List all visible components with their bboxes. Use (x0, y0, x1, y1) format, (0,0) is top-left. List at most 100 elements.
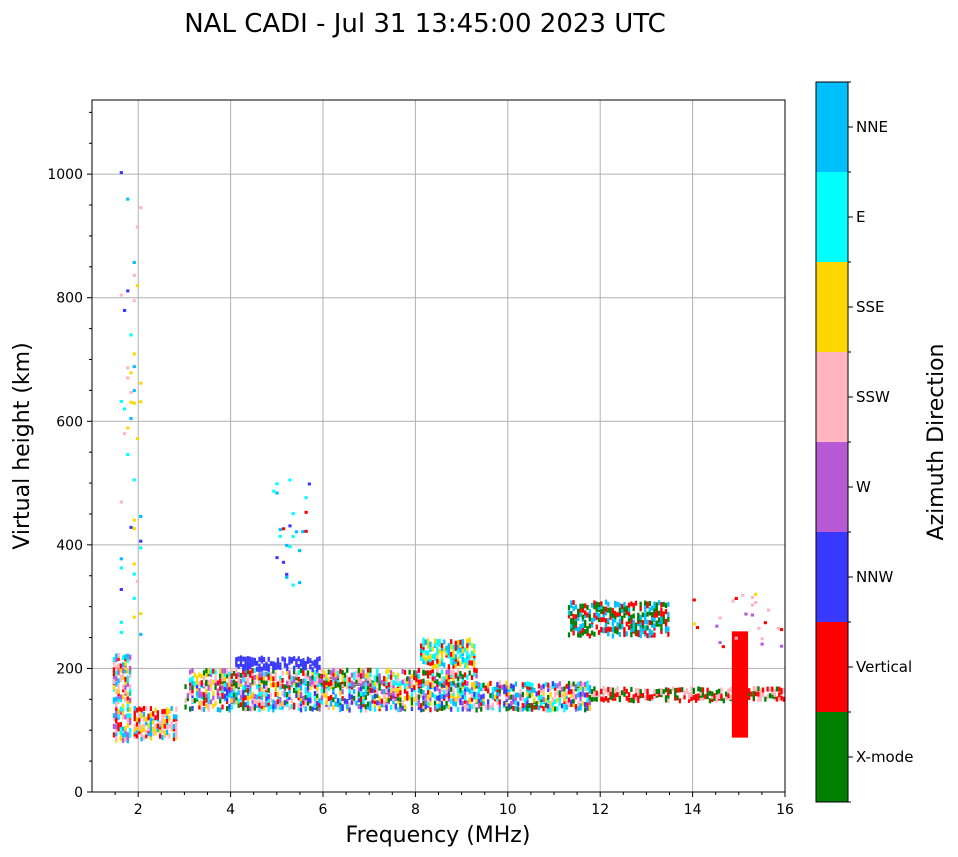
colorbar-label-x-mode: X-mode (856, 748, 913, 766)
data-point (644, 607, 647, 613)
data-point (766, 608, 771, 612)
data-point (503, 689, 506, 695)
data-point (290, 698, 293, 704)
data-point (563, 707, 566, 713)
data-point (154, 727, 157, 733)
data-point (304, 665, 307, 671)
data-point (627, 611, 631, 617)
data-point (579, 703, 582, 709)
data-point (528, 681, 531, 687)
data-point (616, 601, 619, 607)
data-point (139, 381, 143, 385)
data-point (426, 689, 430, 695)
data-point (491, 691, 494, 697)
data-point (660, 626, 663, 632)
data-point (558, 681, 561, 687)
data-point (329, 694, 333, 700)
data-point (764, 696, 767, 702)
data-point (533, 687, 536, 693)
data-point (570, 617, 573, 623)
data-point (124, 680, 127, 686)
data-point (281, 560, 286, 564)
data-point (406, 691, 409, 697)
data-point (579, 603, 582, 609)
data-point (320, 687, 323, 693)
data-point (694, 697, 698, 703)
data-point (392, 686, 395, 692)
data-point (528, 693, 531, 699)
data-point (637, 630, 640, 636)
colorbar-label-vertical: Vertical (856, 658, 912, 676)
data-point (122, 703, 125, 709)
data-point (235, 673, 238, 679)
data-point (128, 669, 132, 675)
data-point (431, 667, 434, 673)
data-point (244, 702, 247, 708)
data-point (429, 657, 432, 663)
data-point (152, 713, 155, 719)
data-point (475, 668, 478, 674)
data-point (276, 699, 280, 705)
data-point (588, 633, 591, 639)
data-point (140, 736, 143, 742)
data-point (348, 707, 351, 713)
data-point (593, 689, 596, 695)
data-point (734, 596, 738, 600)
data-point (623, 691, 626, 697)
data-point (216, 693, 220, 699)
data-point (590, 689, 594, 695)
data-point (138, 722, 141, 728)
data-point (456, 649, 460, 655)
y-tick-label: 400 (56, 538, 83, 554)
data-point (346, 699, 349, 705)
data-point (526, 699, 529, 705)
data-point (332, 668, 335, 674)
data-point (461, 677, 464, 683)
data-point (214, 677, 217, 683)
data-point (262, 656, 266, 662)
data-point (664, 625, 668, 631)
data-point (519, 693, 522, 699)
data-point (373, 675, 377, 681)
data-point (620, 618, 624, 624)
data-point (260, 701, 263, 707)
data-point (574, 694, 578, 700)
data-point (420, 707, 423, 713)
data-point (302, 695, 305, 701)
data-point (450, 639, 453, 645)
data-point (242, 664, 245, 670)
data-point (279, 702, 282, 708)
data-point (514, 695, 518, 701)
data-point (450, 644, 453, 650)
data-point (456, 688, 460, 694)
data-point (313, 670, 317, 676)
data-point (235, 662, 238, 668)
data-point (586, 612, 589, 618)
data-point (512, 684, 515, 690)
data-point (119, 724, 123, 730)
data-point (396, 707, 400, 713)
data-point (470, 660, 474, 666)
data-point (466, 663, 469, 669)
data-point (191, 676, 194, 682)
data-point (438, 696, 441, 702)
data-point (611, 608, 615, 614)
data-point (297, 688, 300, 694)
data-point (408, 676, 411, 682)
data-point (415, 694, 418, 700)
data-point (752, 690, 755, 696)
data-point (406, 676, 409, 682)
data-point (487, 682, 490, 688)
data-point (408, 683, 411, 689)
data-point (505, 694, 508, 700)
data-point (611, 612, 615, 618)
data-point (593, 631, 596, 637)
data-point (450, 686, 453, 692)
data-point (565, 691, 568, 697)
data-point (646, 695, 649, 701)
data-point (265, 696, 268, 702)
data-point (625, 631, 628, 637)
data-point (232, 670, 236, 676)
data-point (256, 694, 259, 700)
data-point (135, 707, 139, 713)
